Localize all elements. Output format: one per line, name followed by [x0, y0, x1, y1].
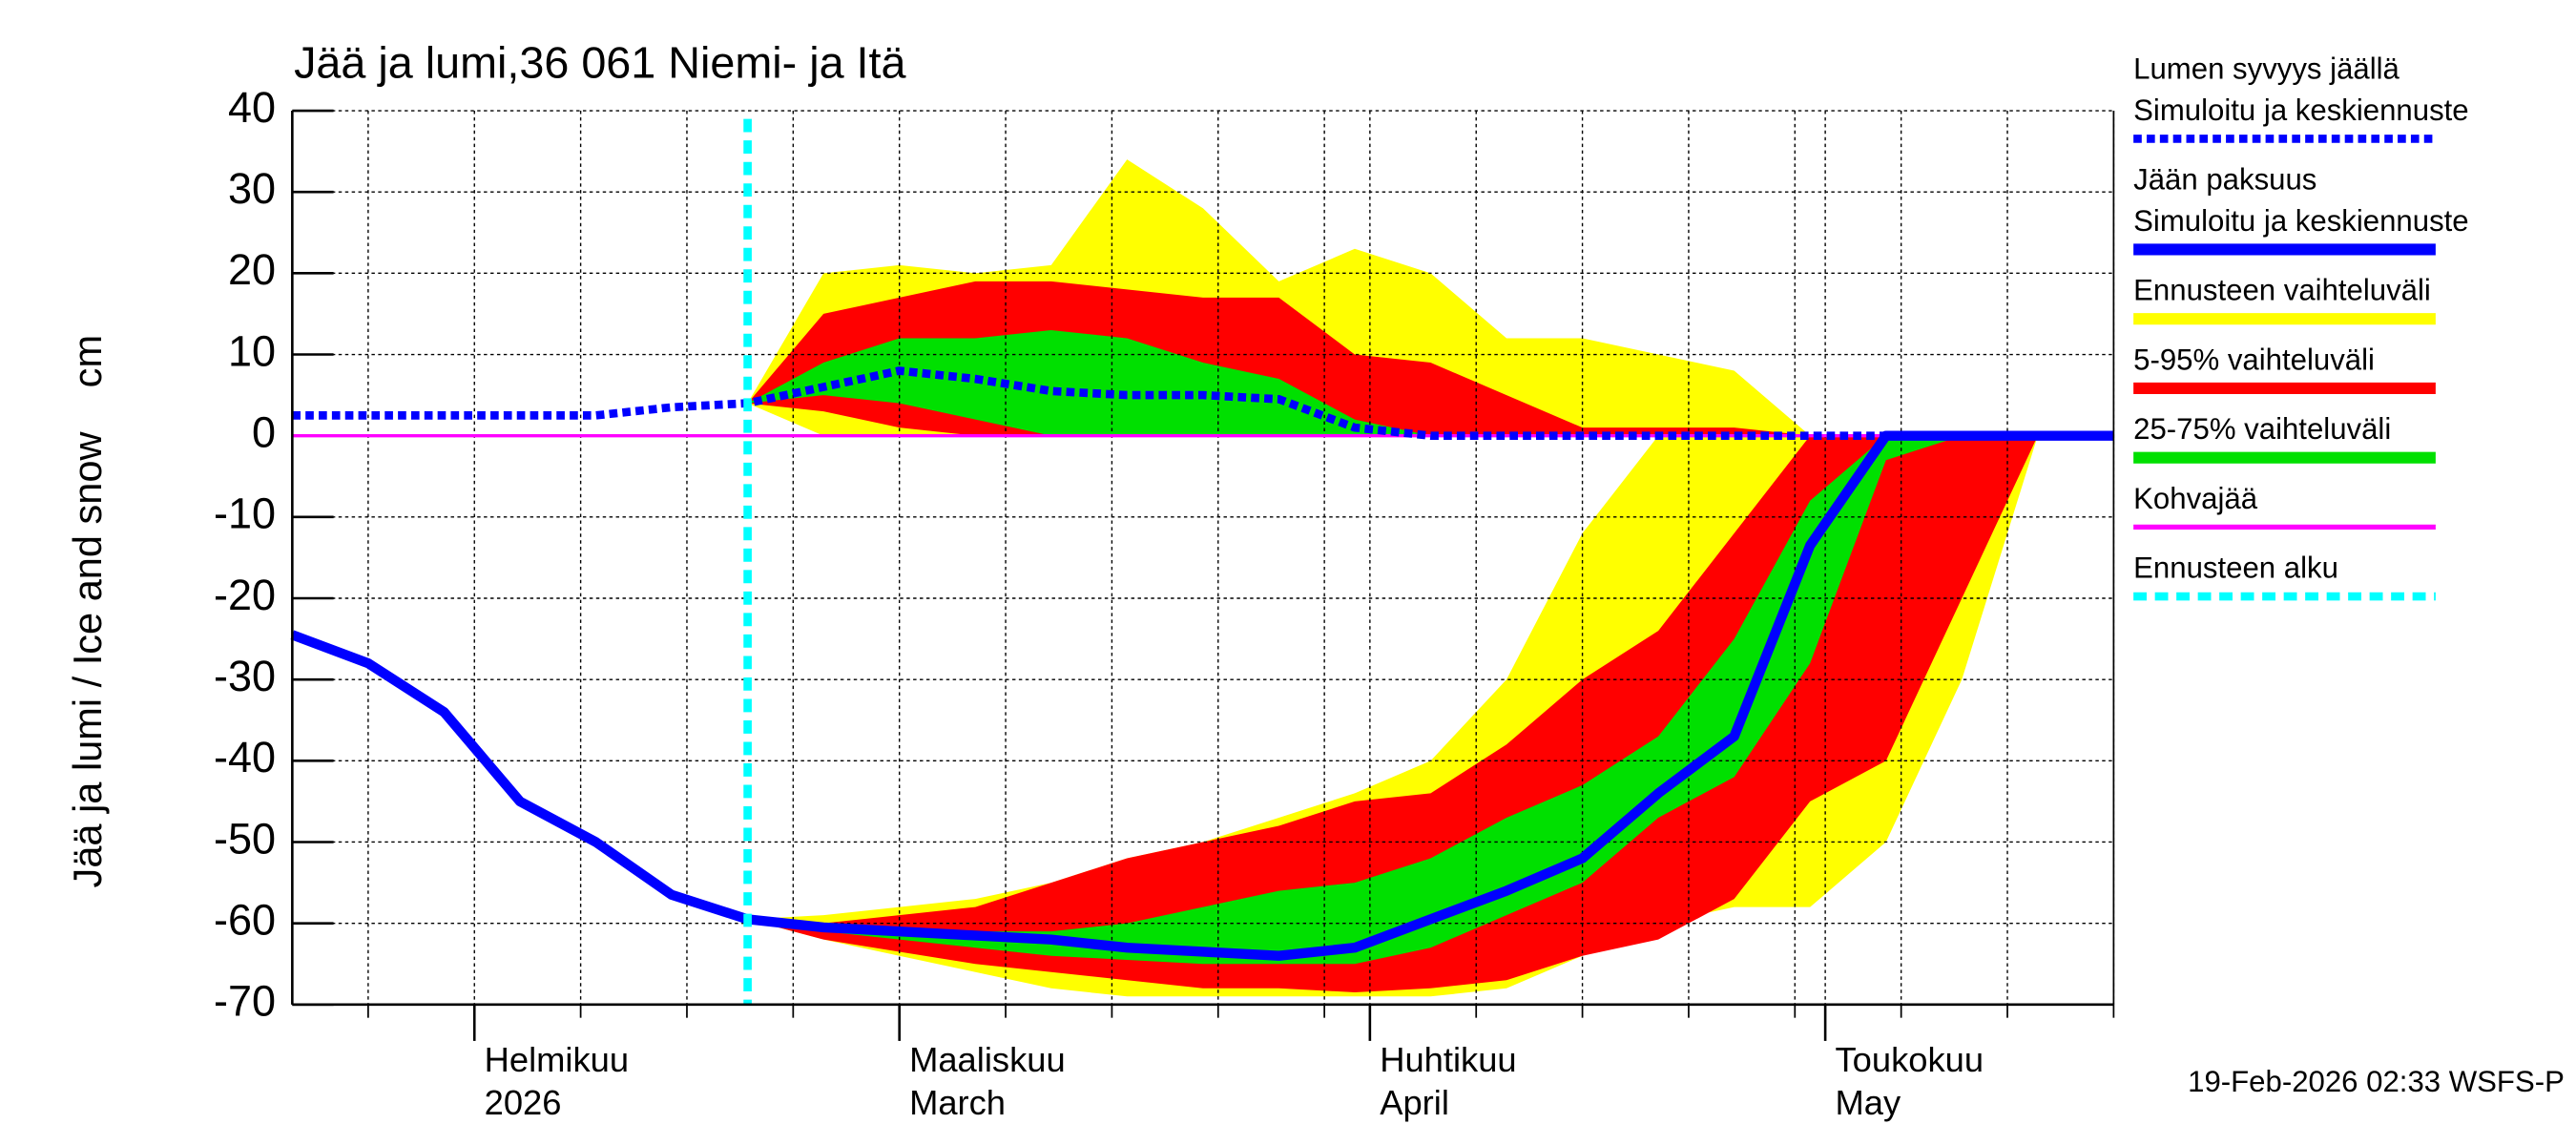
y-tick-label: -50: [214, 814, 276, 863]
y-tick-label: 20: [228, 245, 276, 294]
x-tick-label: Toukokuu: [1836, 1040, 1984, 1079]
y-tick-label: -60: [214, 896, 276, 945]
legend-label: 5-95% vaihteluväli: [2133, 343, 2375, 376]
line: [290, 430, 2114, 961]
footer: 19-Feb-2026 02:33 WSFS-P: [2188, 1065, 2565, 1098]
y-tick-label: -40: [214, 733, 276, 781]
y-tick-label: 0: [252, 408, 276, 457]
x-tick-label: May: [1836, 1083, 1901, 1122]
line: [292, 366, 2114, 440]
y-tick-label: -70: [214, 977, 276, 1026]
legend-label: Ennusteen vaihteluväli: [2133, 274, 2431, 307]
y-tick-label: -30: [214, 652, 276, 700]
band: [747, 329, 2114, 436]
y-tick-label: 10: [228, 326, 276, 375]
x-tick-label: Huhtikuu: [1380, 1040, 1516, 1079]
x-tick-label: 2026: [485, 1083, 562, 1122]
y-tick-label: 30: [228, 164, 276, 213]
legend-label: Ennusteen alku: [2133, 552, 2338, 585]
legend-label: Kohvajää: [2133, 482, 2258, 515]
y-tick-label: 40: [228, 83, 276, 132]
y-tick-label: -20: [214, 571, 276, 619]
x-tick-label: Helmikuu: [485, 1040, 629, 1079]
y-axis-label: Jää ja lumi / Ice and snow cm: [65, 335, 110, 888]
legend-label: Lumen syvyys jäällä: [2133, 52, 2399, 86]
legend-label: Simuloitu ja keskiennuste: [2133, 94, 2468, 127]
y-tick-label: -10: [214, 489, 276, 538]
x-tick-label: Maaliskuu: [909, 1040, 1066, 1079]
x-tick-label: March: [909, 1083, 1006, 1122]
legend-label: Jään paksuus: [2133, 163, 2316, 197]
legend-label: 25-75% vaihteluväli: [2133, 412, 2391, 446]
legend-label: Simuloitu ja keskiennuste: [2133, 204, 2468, 238]
chart-title: Jää ja lumi,36 061 Niemi- ja Itä: [294, 38, 905, 88]
x-tick-label: April: [1380, 1083, 1449, 1122]
